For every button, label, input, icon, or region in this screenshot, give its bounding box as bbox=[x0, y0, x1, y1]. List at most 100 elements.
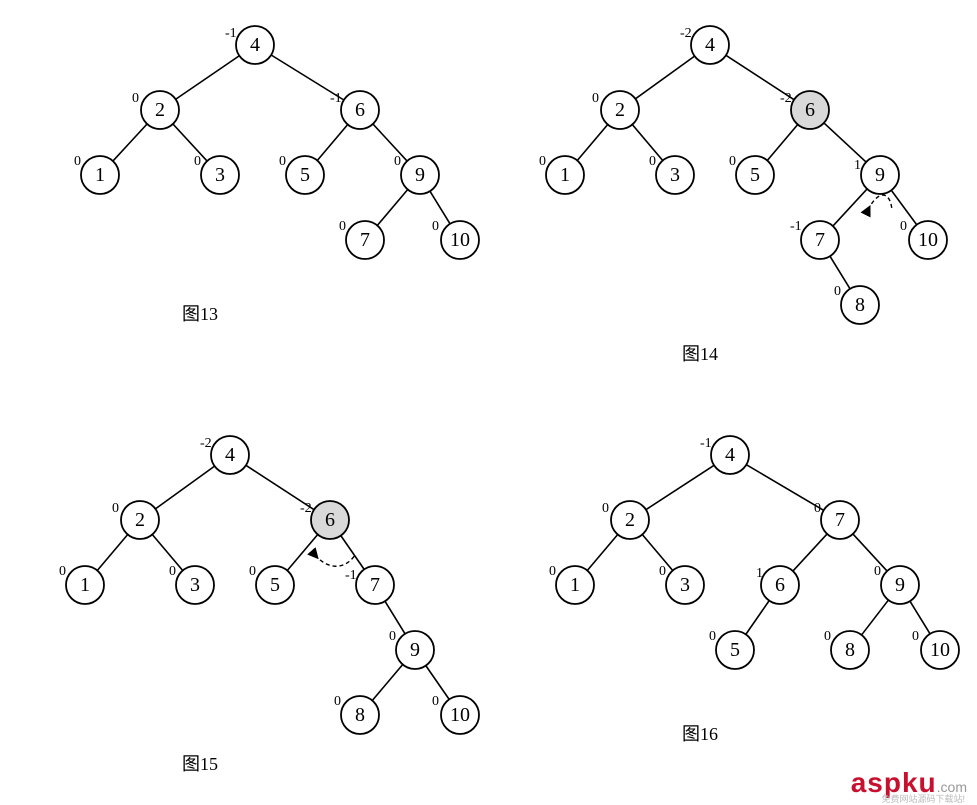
balance-6: 1 bbox=[756, 566, 763, 581]
node-3: 30 bbox=[169, 564, 214, 604]
node-5: 50 bbox=[279, 154, 324, 194]
balance-3: 0 bbox=[659, 564, 666, 579]
balance-2: 0 bbox=[592, 91, 599, 106]
node-3: 30 bbox=[649, 154, 694, 194]
edge-7-9 bbox=[853, 534, 887, 571]
node-10: 100 bbox=[432, 219, 479, 259]
balance-1: 0 bbox=[59, 564, 66, 579]
node-1: 10 bbox=[549, 564, 594, 604]
node-label-1: 1 bbox=[80, 574, 90, 596]
node-10: 10 0 bbox=[900, 219, 947, 259]
node-label-3: 3 bbox=[215, 164, 225, 186]
balance-8: 0 bbox=[824, 629, 831, 644]
balance-5: 0 bbox=[709, 629, 716, 644]
caption-fig14: 图14 bbox=[640, 340, 760, 366]
balance-6: -2 bbox=[780, 91, 792, 106]
balance-5: 0 bbox=[249, 564, 256, 579]
balance-1: 0 bbox=[539, 154, 546, 169]
node-7: 7-1 bbox=[345, 566, 394, 604]
edge-6-5 bbox=[767, 125, 797, 161]
edge-6-5 bbox=[287, 535, 317, 571]
balance-4: -1 bbox=[225, 26, 237, 41]
node-10: 100 bbox=[432, 694, 479, 734]
balance-1: 0 bbox=[74, 154, 81, 169]
edge-2-1 bbox=[97, 535, 127, 571]
node-label-2: 2 bbox=[135, 509, 145, 531]
caption-fig13: 图13 bbox=[140, 300, 260, 326]
balance-9: 1 bbox=[854, 158, 861, 173]
edge-4-2 bbox=[176, 56, 240, 100]
balance-2: 0 bbox=[112, 501, 119, 516]
node-2: 20 bbox=[112, 501, 159, 539]
node-label-5: 5 bbox=[750, 164, 760, 186]
node-label-1: 1 bbox=[570, 574, 580, 596]
node-9: 90 bbox=[874, 564, 919, 604]
node-label-9: 9 bbox=[410, 639, 420, 661]
watermark-sub: 免费网站源码下载站! bbox=[881, 792, 965, 805]
node-2: 20 bbox=[602, 501, 649, 539]
node-6: 6 -2 bbox=[780, 91, 829, 129]
edge-4-2 bbox=[635, 56, 694, 99]
node-label-10: 10 bbox=[918, 229, 938, 251]
balance-3: 0 bbox=[169, 564, 176, 579]
node-label-5: 5 bbox=[730, 639, 740, 661]
balance-8: 0 bbox=[334, 694, 341, 709]
node-label-5: 5 bbox=[300, 164, 310, 186]
node-8: 80 bbox=[824, 629, 869, 669]
edge-9-7 bbox=[377, 190, 407, 226]
edge-6-5 bbox=[317, 125, 347, 161]
node-label-10: 10 bbox=[930, 639, 950, 661]
balance-10: 0 bbox=[912, 629, 919, 644]
balance-3: 0 bbox=[194, 154, 201, 169]
node-label-6: 6 bbox=[805, 99, 815, 121]
balance-10: 0 bbox=[432, 219, 439, 234]
diagram-page: 4-1206-110305090701004-2206-2103050917-1… bbox=[0, 0, 977, 805]
edge-9-8 bbox=[372, 665, 402, 701]
node-label-2: 2 bbox=[625, 509, 635, 531]
node-label-4: 4 bbox=[725, 444, 735, 466]
rotation-arrow-0 bbox=[868, 195, 892, 210]
balance-10: 0 bbox=[900, 219, 907, 234]
node-label-2: 2 bbox=[155, 99, 165, 121]
edge-4-7 bbox=[746, 465, 823, 511]
balance-9: 0 bbox=[874, 564, 881, 579]
node-2: 20 bbox=[132, 91, 179, 129]
node-4: 4 -2 bbox=[680, 26, 729, 64]
balance-4: -2 bbox=[680, 26, 692, 41]
balance-2: 0 bbox=[132, 91, 139, 106]
node-1: 10 bbox=[539, 154, 584, 194]
node-label-2: 2 bbox=[615, 99, 625, 121]
node-2: 20 bbox=[592, 91, 639, 129]
balance-4: -2 bbox=[200, 436, 212, 451]
balance-1: 0 bbox=[549, 564, 556, 579]
node-label-4: 4 bbox=[705, 34, 715, 56]
balance-3: 0 bbox=[649, 154, 656, 169]
balance-9: 0 bbox=[394, 154, 401, 169]
node-6: 61 bbox=[756, 566, 799, 604]
node-label-9: 9 bbox=[895, 574, 905, 596]
balance-5: 0 bbox=[279, 154, 286, 169]
node-8: 80 bbox=[334, 694, 379, 734]
fig15: 4-2206-21030507-19080100 bbox=[40, 420, 490, 750]
node-label-8: 8 bbox=[845, 639, 855, 661]
node-label-3: 3 bbox=[680, 574, 690, 596]
fig13: 4-1206-11030509070100 bbox=[40, 10, 470, 290]
edge-4-2 bbox=[646, 465, 714, 509]
edge-2-3 bbox=[632, 125, 662, 161]
edge-9-8 bbox=[862, 600, 889, 635]
balance-6: -1 bbox=[330, 91, 342, 106]
node-1: 10 bbox=[59, 564, 104, 604]
node-label-3: 3 bbox=[190, 574, 200, 596]
node-5: 50 bbox=[249, 564, 294, 604]
edge-2-3 bbox=[173, 124, 207, 161]
node-label-9: 9 bbox=[875, 164, 885, 186]
node-7: 70 bbox=[814, 501, 859, 539]
edge-2-1 bbox=[587, 535, 617, 571]
edge-6-9 bbox=[373, 124, 407, 161]
node-4: 4 -1 bbox=[225, 26, 274, 64]
rotation-arrow-0 bbox=[315, 555, 355, 566]
node-label-7: 7 bbox=[835, 509, 845, 531]
node-9: 90 bbox=[389, 629, 434, 669]
edge-6-7 bbox=[341, 536, 364, 570]
node-label-4: 4 bbox=[250, 34, 260, 56]
